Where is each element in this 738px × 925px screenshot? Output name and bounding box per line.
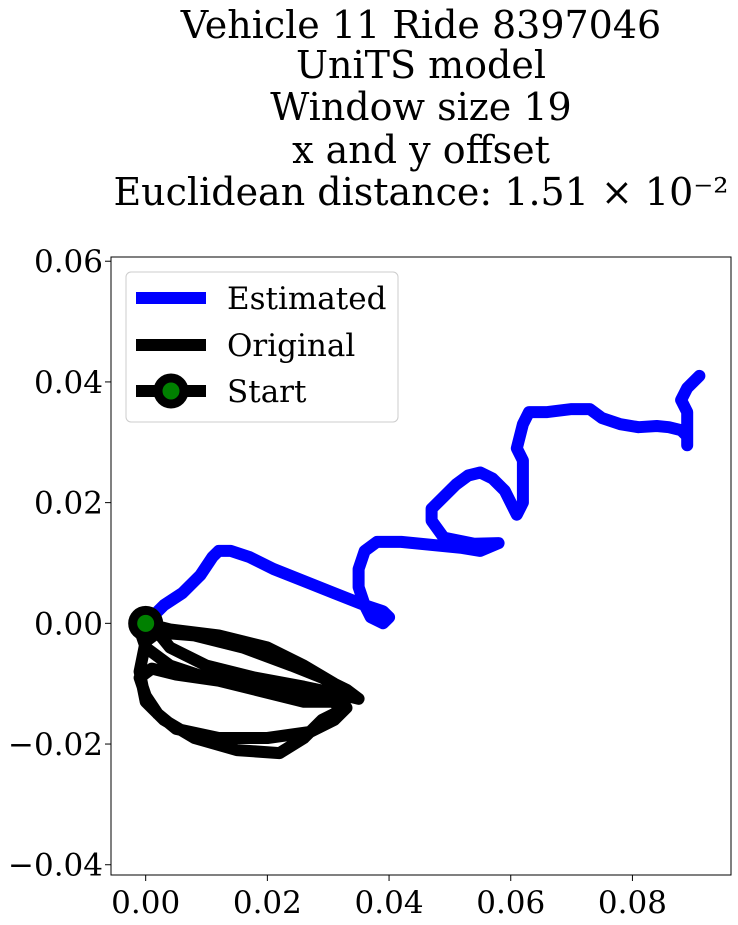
x-tick-label: 0.08: [598, 885, 667, 920]
title-line-4: x and y offset: [292, 128, 550, 172]
y-tick-label: 0.04: [34, 365, 103, 401]
legend-label-start: Start: [227, 374, 307, 410]
title-line-1: Vehicle 11 Ride 8397046: [180, 3, 661, 47]
y-tick-label: 0.06: [34, 244, 103, 280]
legend: Estimated Original Start: [125, 271, 399, 423]
series-line-original: [133, 617, 365, 760]
y-tick-label: −0.04: [8, 848, 103, 884]
legend-label-original: Original: [227, 328, 355, 364]
chart-title: Vehicle 11 Ride 8397046 UniTS model Wind…: [113, 3, 728, 214]
title-line-2: UniTS model: [296, 43, 546, 87]
x-tick-label: 0.02: [233, 885, 302, 920]
y-tick-label: 0.02: [34, 486, 103, 522]
legend-label-estimated: Estimated: [227, 281, 386, 317]
y-tick-label: −0.02: [8, 727, 103, 763]
title-line-5: Euclidean distance: 1.51 × 10⁻²: [113, 170, 728, 214]
start-layer: [128, 605, 164, 641]
x-tick-label: 0.00: [111, 885, 180, 920]
series-layer: [133, 369, 706, 760]
start-marker: [128, 605, 164, 641]
x-tick-label: 0.06: [476, 885, 545, 920]
x-axis: 0.00 0.02 0.04 0.06 0.08: [111, 875, 667, 921]
plot-frame: [110, 256, 732, 876]
y-tick-label: 0.00: [34, 606, 103, 642]
legend-marker-start: [153, 373, 189, 409]
x-tick-label: 0.04: [355, 885, 424, 920]
title-line-3: Window size 19: [270, 85, 571, 129]
legend-box: [125, 271, 399, 423]
y-axis: −0.04 −0.02 0.00 0.02 0.04 0.06: [8, 244, 111, 884]
series-line-estimated: [139, 369, 706, 630]
